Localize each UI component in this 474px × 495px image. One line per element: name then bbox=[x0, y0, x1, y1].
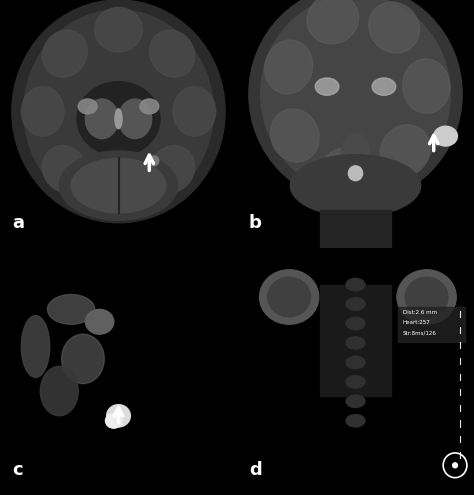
Ellipse shape bbox=[149, 156, 159, 166]
Ellipse shape bbox=[95, 7, 142, 52]
Ellipse shape bbox=[150, 146, 195, 193]
Bar bbox=[320, 210, 391, 248]
Ellipse shape bbox=[85, 99, 118, 139]
Text: c: c bbox=[12, 461, 22, 479]
Ellipse shape bbox=[62, 334, 104, 384]
Ellipse shape bbox=[380, 125, 430, 177]
Ellipse shape bbox=[115, 109, 122, 129]
Ellipse shape bbox=[346, 415, 365, 427]
Ellipse shape bbox=[78, 99, 97, 114]
Ellipse shape bbox=[346, 395, 365, 407]
Ellipse shape bbox=[348, 166, 363, 181]
Ellipse shape bbox=[21, 87, 64, 136]
Ellipse shape bbox=[434, 126, 457, 146]
Ellipse shape bbox=[315, 78, 339, 95]
Ellipse shape bbox=[71, 158, 166, 213]
Ellipse shape bbox=[320, 148, 373, 198]
Ellipse shape bbox=[173, 87, 216, 136]
Ellipse shape bbox=[85, 309, 114, 334]
Text: d: d bbox=[249, 461, 262, 479]
Ellipse shape bbox=[402, 59, 450, 113]
Ellipse shape bbox=[405, 277, 448, 317]
Bar bbox=[320, 285, 391, 396]
Ellipse shape bbox=[77, 82, 160, 156]
Ellipse shape bbox=[271, 109, 319, 162]
Ellipse shape bbox=[42, 146, 87, 193]
Ellipse shape bbox=[24, 10, 213, 213]
Ellipse shape bbox=[59, 151, 178, 220]
Ellipse shape bbox=[346, 337, 365, 349]
Ellipse shape bbox=[346, 278, 365, 291]
Ellipse shape bbox=[346, 317, 365, 330]
Ellipse shape bbox=[341, 134, 370, 173]
Ellipse shape bbox=[12, 0, 225, 223]
Text: Dist:2.6 mm: Dist:2.6 mm bbox=[403, 310, 437, 315]
Ellipse shape bbox=[268, 277, 310, 317]
Ellipse shape bbox=[107, 405, 130, 427]
Text: a: a bbox=[12, 214, 24, 232]
Ellipse shape bbox=[346, 298, 365, 310]
Ellipse shape bbox=[346, 376, 365, 388]
Ellipse shape bbox=[369, 2, 419, 53]
Text: Heart:257: Heart:257 bbox=[403, 320, 431, 325]
Ellipse shape bbox=[290, 154, 421, 217]
Ellipse shape bbox=[40, 366, 78, 416]
Ellipse shape bbox=[21, 316, 50, 377]
Ellipse shape bbox=[264, 40, 313, 94]
Ellipse shape bbox=[42, 30, 87, 77]
Ellipse shape bbox=[261, 0, 450, 193]
Text: b: b bbox=[249, 214, 262, 232]
Ellipse shape bbox=[105, 413, 122, 428]
Ellipse shape bbox=[150, 30, 195, 77]
Ellipse shape bbox=[95, 171, 142, 215]
Ellipse shape bbox=[397, 270, 456, 324]
Ellipse shape bbox=[47, 295, 95, 324]
Ellipse shape bbox=[346, 356, 365, 369]
Ellipse shape bbox=[307, 0, 359, 44]
Ellipse shape bbox=[118, 99, 152, 139]
Ellipse shape bbox=[372, 78, 396, 95]
Circle shape bbox=[453, 463, 457, 468]
Ellipse shape bbox=[259, 270, 319, 324]
Bar bbox=[398, 307, 465, 342]
Ellipse shape bbox=[140, 99, 159, 114]
Ellipse shape bbox=[249, 0, 462, 203]
Text: Str:8ms/126: Str:8ms/126 bbox=[403, 330, 437, 335]
